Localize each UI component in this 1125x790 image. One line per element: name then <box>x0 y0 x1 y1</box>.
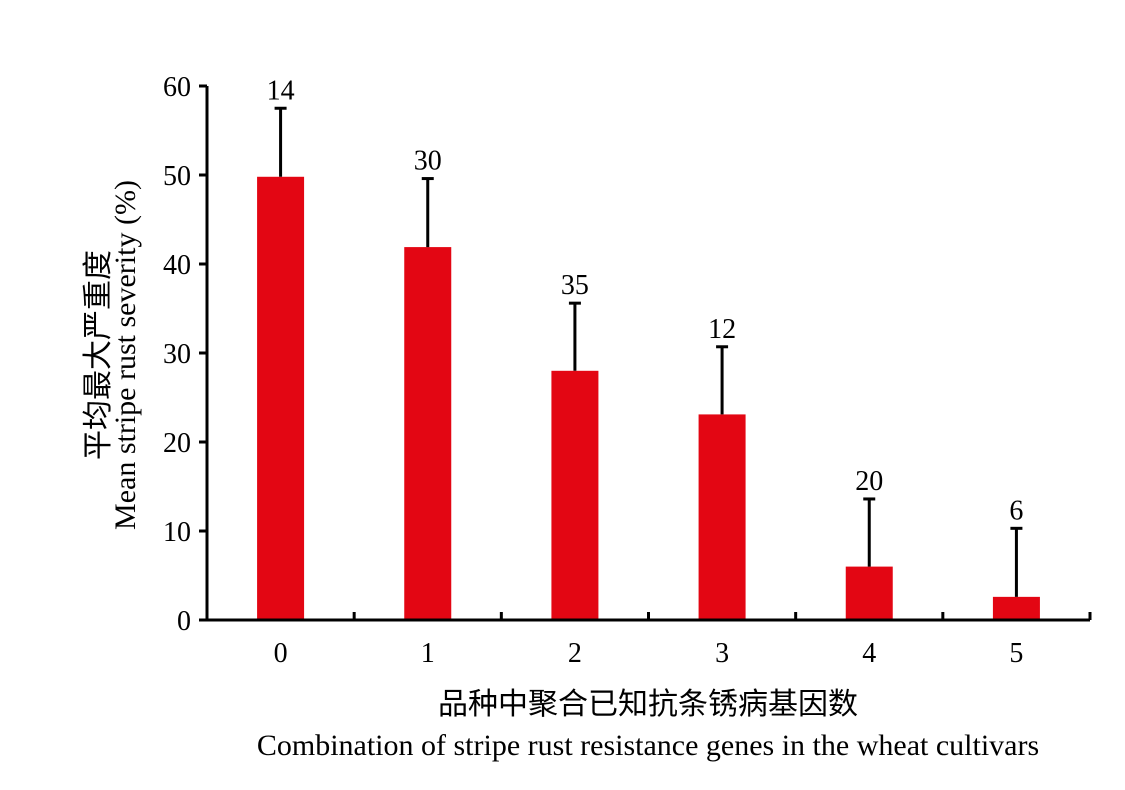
x-axis-label-cn: 品种中聚合已知抗条锈病基因数 <box>438 688 858 721</box>
y-tick-label-40: 40 <box>163 250 191 281</box>
y-tick-label-50: 50 <box>163 161 191 192</box>
error-bar-0 <box>274 106 287 177</box>
bar-2 <box>551 370 599 620</box>
x-tick-label-0: 0 <box>274 638 288 669</box>
bar-count-label-4: 20 <box>855 466 883 497</box>
x-tick-label-4: 4 <box>862 638 876 669</box>
x-axis-label-en: Combination of stripe rust resistance ge… <box>257 729 1039 762</box>
x-tick-label-1: 1 <box>421 638 435 669</box>
bar-count-label-2: 35 <box>561 270 589 301</box>
y-tick-label-30: 30 <box>163 339 191 370</box>
bar-3 <box>698 414 746 620</box>
error-bar-5 <box>1010 526 1023 597</box>
y-tick-label-0: 0 <box>177 606 191 637</box>
y-tick-labels-layer: 0 10 20 30 40 50 60 <box>163 72 191 637</box>
bar-count-label-5: 6 <box>1009 495 1023 526</box>
bar-0 <box>257 176 305 620</box>
error-bar-4 <box>863 497 876 567</box>
bar-count-label-3: 12 <box>708 314 736 345</box>
bar-4 <box>845 566 893 620</box>
x-tick-label-2: 2 <box>568 638 582 669</box>
error-bars-layer <box>274 106 1023 597</box>
bars-layer <box>257 176 1040 620</box>
y-tick-label-20: 20 <box>163 428 191 459</box>
bar-count-label-1: 30 <box>414 146 442 177</box>
bar-5 <box>992 596 1040 620</box>
x-tick-label-5: 5 <box>1009 638 1023 669</box>
error-bar-2 <box>568 301 581 371</box>
y-axis-label-en: Mean stripe rust severity (%) <box>109 180 142 530</box>
bar-count-label-0: 14 <box>267 75 295 106</box>
y-axis-label-cn: 平均最大严重度 <box>82 250 115 460</box>
y-tick-label-60: 60 <box>163 72 191 103</box>
x-tick-labels-layer: 0 1 2 3 4 5 <box>274 638 1024 669</box>
y-tick-label-10: 10 <box>163 517 191 548</box>
axes-layer <box>199 84 1092 622</box>
bar-1 <box>404 247 452 620</box>
error-bar-1 <box>421 177 434 248</box>
x-tick-label-3: 3 <box>715 638 729 669</box>
bar-labels-layer: 14 30 35 12 20 6 <box>267 75 1024 526</box>
error-bar-3 <box>716 345 729 415</box>
